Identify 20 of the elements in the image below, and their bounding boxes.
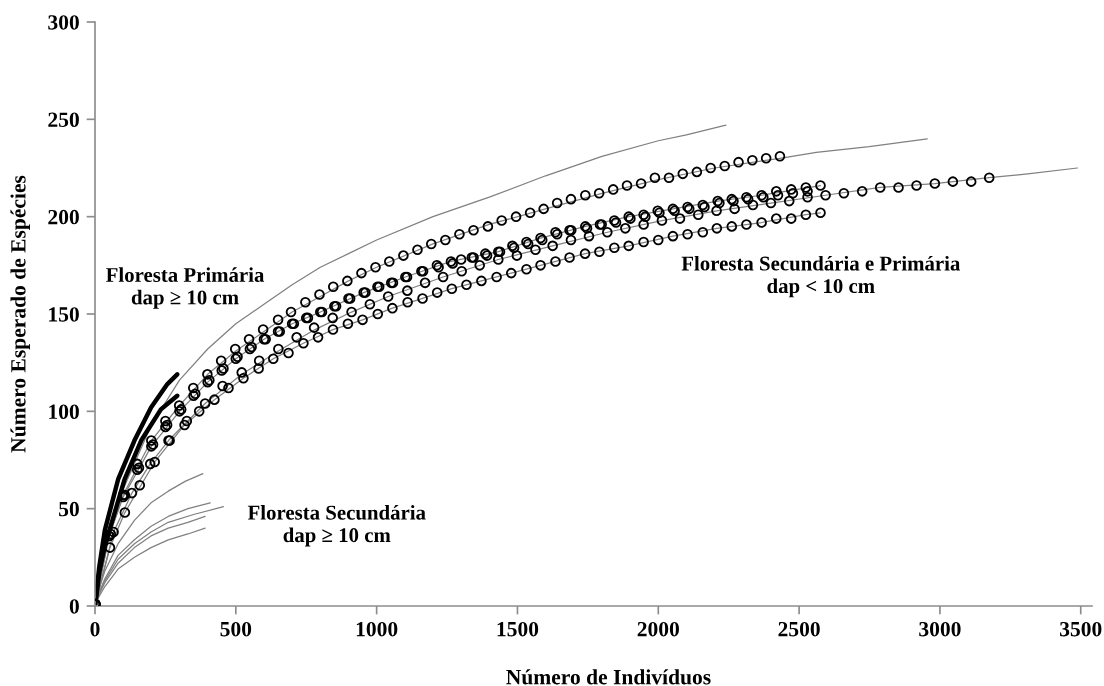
x-tick-label: 1000 [356,621,398,637]
y-tick-label: 100 [49,404,79,420]
y-tick-label: 250 [48,112,79,128]
x-tick-label: 2000 [637,621,679,637]
annotation: Floresta Secundária e Primária dap < 10 cm [681,255,961,298]
y-axis-title: Número Esperado de Espécies [10,175,30,453]
y-tick-label: 150 [49,307,79,322]
x-tick-label: 3500 [1060,621,1102,637]
x-tick-label: 1500 [497,621,539,637]
y-tick-label: 200 [48,209,79,225]
annotation: Floresta Primária dap ≥ 10 cm [106,267,265,309]
y-tick-label: 0 [69,599,79,614]
annotation: Floresta Secundária dap ≥ 10 cm [247,504,426,547]
x-tick-label: 0 [90,621,100,637]
y-tick-label: 300 [48,15,79,30]
x-tick-label: 3000 [919,621,961,637]
y-tick-label: 50 [59,501,79,517]
x-tick-label: 500 [220,621,252,637]
x-axis-title: Número de Indivíduos [506,669,711,685]
x-tick-label: 2500 [778,621,820,637]
